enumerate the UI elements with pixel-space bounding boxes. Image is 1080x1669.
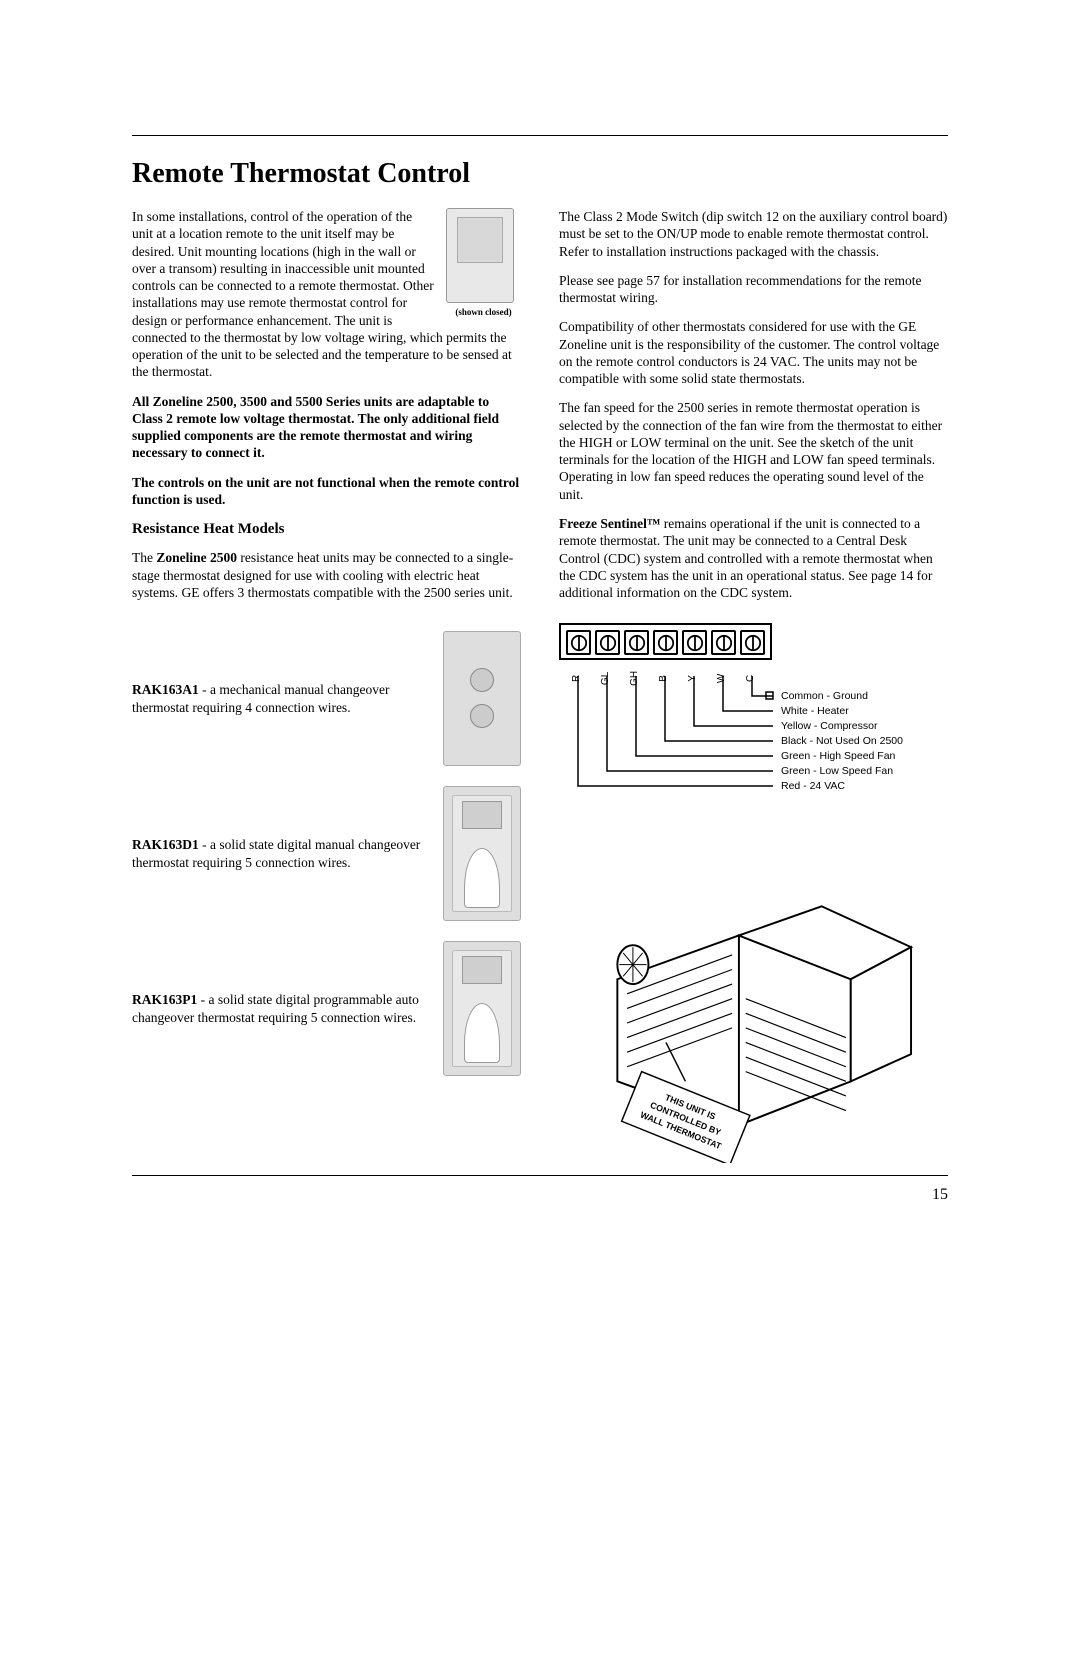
terminal-box <box>559 623 772 660</box>
model-1-text: RAK163A1 - a mechanical manual changeove… <box>132 681 431 716</box>
model-2-image <box>443 786 521 921</box>
screw-icon <box>711 630 736 655</box>
columns: (shown closed) In some installations, co… <box>132 208 948 1167</box>
bold-note-1: All Zoneline 2500, 3500 and 5500 Series … <box>132 393 521 462</box>
screw-icon <box>566 630 591 655</box>
page: Remote Thermostat Control (shown closed)… <box>132 135 948 1349</box>
model-3-image <box>443 941 521 1076</box>
wire-label: Red - 24 VAC <box>781 780 845 793</box>
screw-icon <box>595 630 620 655</box>
model-1-sku: RAK163A1 <box>132 682 199 697</box>
r-p5-bold: Freeze Sentinel™ <box>559 516 660 531</box>
page-number: 15 <box>132 1186 948 1204</box>
intro-block: (shown closed) In some installations, co… <box>132 208 521 393</box>
r-p5: Freeze Sentinel™ remains operational if … <box>559 515 948 601</box>
page-title: Remote Thermostat Control <box>132 158 948 190</box>
bold-note-2: The controls on the unit are not functio… <box>132 474 521 509</box>
thermostat-closed-figure: (shown closed) <box>446 208 521 323</box>
r-p3: Compatibility of other thermostats consi… <box>559 318 948 387</box>
model-3-sku: RAK163P1 <box>132 992 197 1007</box>
model-row-3: RAK163P1 - a solid state digital program… <box>132 941 521 1076</box>
r-p2: Please see page 57 for installation reco… <box>559 272 948 307</box>
thermostat-caption: (shown closed) <box>446 307 521 319</box>
model-1-image <box>443 631 521 766</box>
wire-label: Yellow - Compressor <box>781 720 877 733</box>
left-column: (shown closed) In some installations, co… <box>132 208 521 1167</box>
wire-label: Black - Not Used On 2500 <box>781 735 903 748</box>
screw-icon <box>624 630 649 655</box>
resistance-intro: The Zoneline 2500 resistance heat units … <box>132 549 521 601</box>
screw-icon <box>653 630 678 655</box>
r-p1: The Class 2 Mode Switch (dip switch 12 o… <box>559 208 948 260</box>
model-2-text: RAK163D1 - a solid state digital manual … <box>132 836 431 871</box>
wire-label: Green - Low Speed Fan <box>781 765 893 778</box>
wire-label: Common - Ground <box>781 690 868 703</box>
terminal-screws <box>566 630 765 655</box>
subhead-resistance: Resistance Heat Models <box>132 520 521 539</box>
model-row-1: RAK163A1 - a mechanical manual changeove… <box>132 631 521 766</box>
thermostat-icon <box>446 208 514 303</box>
right-column: The Class 2 Mode Switch (dip switch 12 o… <box>559 208 948 1167</box>
rule-bottom <box>132 1175 948 1176</box>
wire-label: White - Heater <box>781 705 849 718</box>
p2-prefix: The <box>132 550 156 565</box>
unit-illustration: THIS UNIT IS CONTROLLED BY WALL THERMOST… <box>559 883 948 1163</box>
wire-label: Green - High Speed Fan <box>781 750 895 763</box>
rule-top <box>132 135 948 136</box>
model-3-text: RAK163P1 - a solid state digital program… <box>132 991 431 1026</box>
screw-icon <box>682 630 707 655</box>
terminal-diagram: R GL GH B Y W C <box>559 623 948 685</box>
model-row-2: RAK163D1 - a solid state digital manual … <box>132 786 521 921</box>
model-2-sku: RAK163D1 <box>132 837 199 852</box>
screw-icon <box>740 630 765 655</box>
p2-bold: Zoneline 2500 <box>156 550 237 565</box>
r-p4: The fan speed for the 2500 series in rem… <box>559 399 948 503</box>
